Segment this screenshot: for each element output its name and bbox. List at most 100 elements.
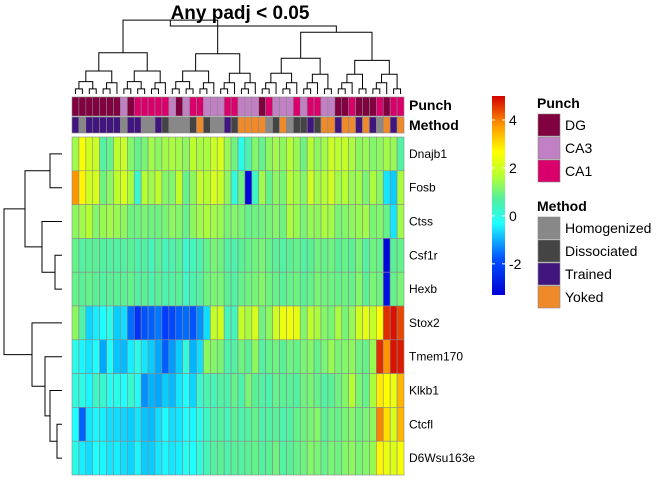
heatmap-cell — [293, 373, 301, 408]
heatmap-cell — [99, 136, 107, 172]
heatmap-cell — [369, 204, 377, 239]
heatmap-cell — [120, 204, 128, 239]
punch-cell — [140, 96, 149, 117]
heatmap-cell — [85, 271, 94, 307]
heatmap-cell — [279, 407, 287, 442]
punch-cell — [251, 96, 260, 117]
heatmap-cell — [168, 407, 177, 442]
heatmap-cell — [355, 305, 363, 341]
method-cell — [203, 116, 211, 134]
heatmap-cell — [376, 373, 384, 408]
heatmap-cell — [251, 136, 260, 172]
heatmap-cell — [327, 305, 336, 341]
heatmap-cell — [175, 305, 183, 341]
heatmap-cell — [140, 407, 149, 442]
dendrogram-branch — [106, 82, 118, 94]
heatmap-cell — [106, 305, 114, 341]
heatmap-cell — [396, 271, 405, 307]
heatmap-cell — [230, 204, 239, 239]
heatmap-cell — [113, 136, 121, 172]
heatmap-cell — [168, 440, 177, 476]
method-cell — [251, 116, 260, 134]
heatmap-cell — [223, 440, 232, 476]
punch-cell — [382, 96, 391, 117]
heatmap-cell — [140, 204, 149, 239]
heatmap-cell — [355, 373, 363, 408]
heatmap-cell — [237, 170, 246, 205]
heatmap-cell — [362, 305, 370, 341]
method-cell — [369, 116, 377, 134]
heatmap-cell — [389, 373, 398, 408]
punch-cell — [279, 96, 287, 117]
method-cell — [71, 116, 80, 134]
punch-cell — [299, 96, 308, 117]
row-label: Ctcfl — [409, 417, 433, 431]
dendrogram-branch — [358, 88, 367, 94]
punch-cell — [189, 96, 197, 117]
punch-cell — [113, 96, 121, 117]
punch-cell — [175, 96, 183, 117]
punch-cell — [99, 96, 107, 117]
heatmap-cell — [216, 440, 225, 476]
heatmap-cell — [382, 407, 391, 442]
heatmap-cell — [237, 238, 246, 273]
heatmap-cell — [244, 440, 253, 476]
heatmap-cell — [293, 170, 301, 205]
heatmap-cell — [216, 238, 225, 273]
heatmap-cell — [182, 204, 190, 239]
method-cell — [396, 116, 405, 134]
dendrogram-branch — [137, 88, 146, 94]
method-cell — [85, 116, 94, 134]
heatmap-cell — [258, 407, 266, 442]
heatmap-cell — [355, 440, 363, 476]
heatmap-cell — [210, 339, 218, 374]
dendrogram-branch — [78, 81, 94, 89]
heatmap-cell — [320, 238, 329, 273]
heatmap-cell — [106, 339, 114, 374]
heatmap-cell — [127, 373, 135, 408]
heatmap-cell — [78, 271, 87, 307]
heatmap-cell — [99, 440, 107, 476]
heatmap-cell — [230, 407, 239, 442]
heatmap-cell — [113, 440, 121, 476]
heatmap-cell — [272, 440, 280, 476]
heatmap-cell — [265, 136, 273, 172]
heatmap-cell — [362, 204, 370, 239]
heatmap-cell — [154, 440, 163, 476]
punch-cell — [168, 96, 177, 117]
heatmap-cell — [92, 170, 100, 205]
punch-cell — [389, 96, 398, 117]
heatmap-cell — [382, 136, 391, 172]
heatmap-cell — [140, 136, 149, 172]
heatmap-cell — [389, 440, 398, 476]
heatmap-cell — [161, 271, 170, 307]
heatmap-cell — [320, 440, 329, 476]
heatmap-cell — [140, 271, 149, 307]
legend-title: Method — [537, 198, 587, 214]
dendrogram-branch — [244, 82, 256, 94]
heatmap-cell — [154, 238, 163, 273]
row-label: Stox2 — [409, 316, 440, 330]
heatmap-cell — [265, 407, 273, 442]
punch-cell — [376, 96, 384, 117]
heatmap-cell — [299, 238, 308, 273]
heatmap-cell — [306, 373, 315, 408]
heatmap-cell — [210, 305, 218, 341]
method-cell — [216, 116, 225, 134]
heatmap-cell — [189, 136, 197, 172]
heatmap-cell — [106, 407, 114, 442]
dendrogram-branch — [185, 88, 194, 94]
heatmap-cell — [92, 339, 100, 374]
heatmap-cell — [182, 440, 190, 476]
heatmap-cell — [196, 440, 204, 476]
method-cell — [320, 116, 329, 134]
heatmap-cell — [196, 407, 204, 442]
heatmap-cell — [258, 440, 266, 476]
heatmap-cell — [244, 305, 253, 341]
heatmap-cell — [299, 170, 308, 205]
heatmap-cell — [279, 238, 287, 273]
heatmap-cell — [78, 305, 87, 341]
heatmap-cell — [299, 204, 308, 239]
dendrogram-branch — [300, 31, 373, 61]
heatmap-cell — [306, 339, 315, 374]
